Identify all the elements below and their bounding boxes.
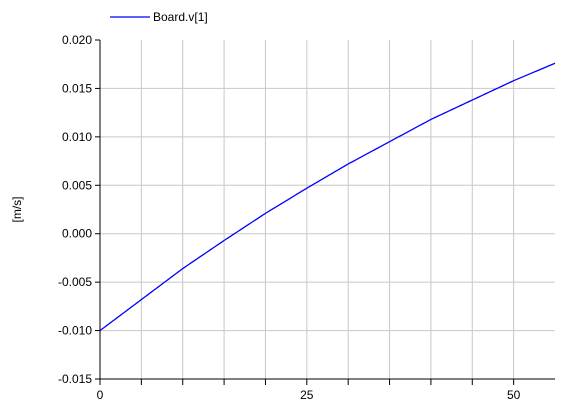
series-line (99, 62, 556, 332)
x-tick-label: 0 (97, 388, 104, 402)
y-tick-label: 0.000 (62, 227, 92, 241)
y-tick-label: 0.010 (62, 130, 92, 144)
y-tick-label: -0.010 (58, 324, 92, 338)
y-axis-label: [m/s] (10, 197, 24, 223)
y-tick-label: 0.020 (62, 33, 92, 47)
y-tick-label: -0.015 (58, 372, 92, 386)
y-tick-label: 0.015 (62, 81, 92, 95)
legend-label: Board.v[1] (153, 10, 208, 24)
y-tick-label: -0.005 (58, 275, 92, 289)
x-tick-label: 50 (507, 388, 521, 402)
x-tick-label: 25 (300, 388, 314, 402)
y-tick-label: 0.005 (62, 178, 92, 192)
